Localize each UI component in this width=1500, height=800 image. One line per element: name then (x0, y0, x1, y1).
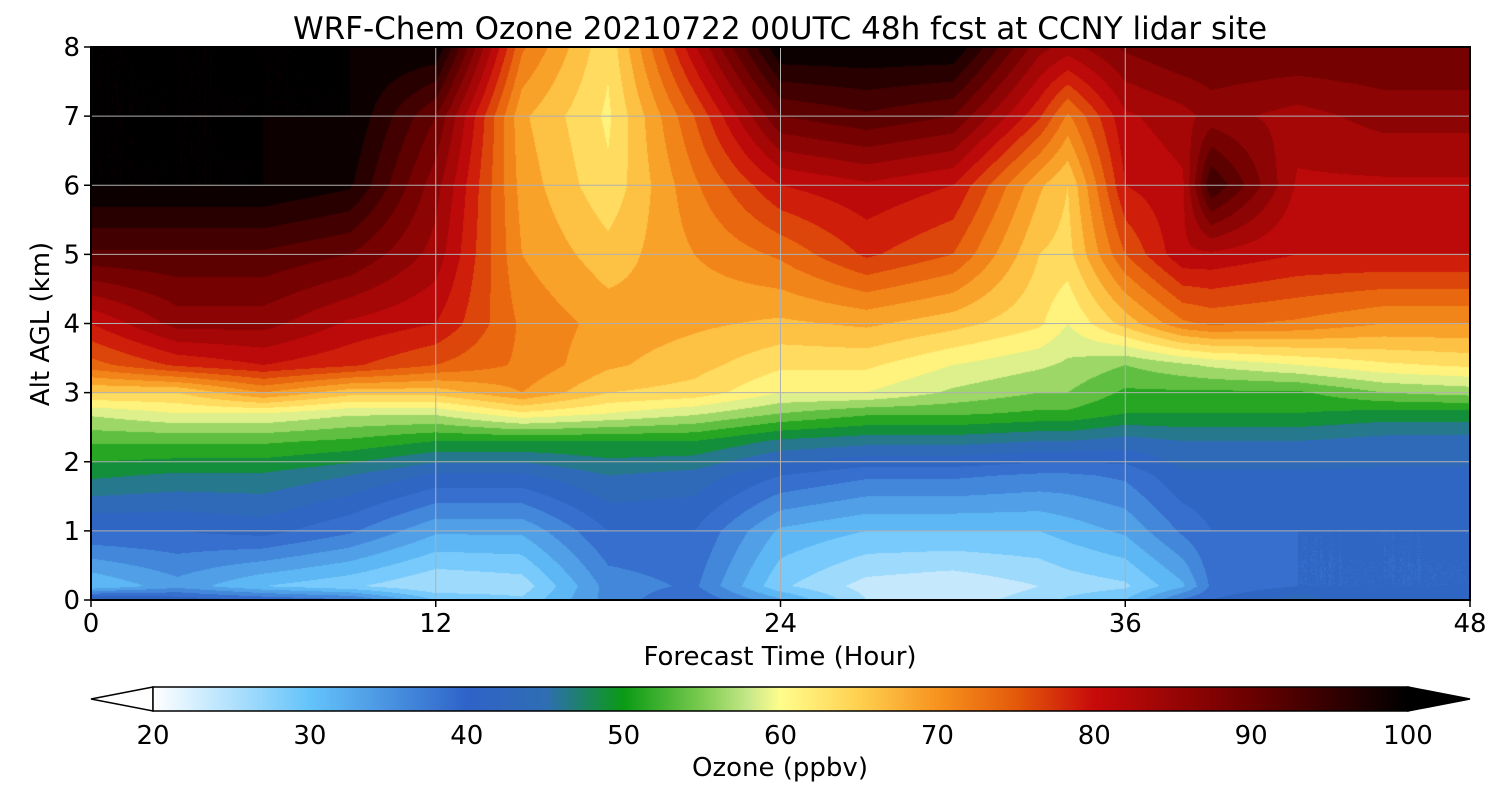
colorbar-tick-label: 30 (293, 721, 326, 751)
colorbar-tick-label: 70 (921, 721, 954, 751)
y-tick-label: 3 (63, 379, 80, 409)
y-tick-label: 0 (63, 586, 80, 616)
colorbar-tick-label: 50 (607, 721, 640, 751)
x-tick-label: 0 (83, 609, 100, 639)
y-tick-label: 4 (63, 310, 80, 340)
y-tick-label: 1 (63, 517, 80, 547)
y-tick-label: 6 (63, 171, 80, 201)
colorbar-over-extension (1407, 686, 1471, 712)
colorbar-tick-label: 90 (1235, 721, 1268, 751)
chart-title: WRF-Chem Ozone 20210722 00UTC 48h fcst a… (293, 11, 1267, 47)
colorbar-tick-label: 80 (1078, 721, 1111, 751)
x-tick-label: 36 (1109, 609, 1142, 639)
y-axis-label: Alt AGL (km) (26, 242, 56, 406)
colorbar-tick-label: 60 (764, 721, 797, 751)
colorbar-tick-label: 40 (450, 721, 483, 751)
colorbar-tick-label: 20 (136, 721, 169, 751)
colorbar-tick-label: 100 (1383, 721, 1433, 751)
y-tick-label: 2 (63, 448, 80, 478)
colorbar-gradient (153, 687, 1408, 711)
x-tick-label: 48 (1453, 609, 1486, 639)
y-tick-label: 7 (63, 102, 80, 132)
x-axis-label: Forecast Time (Hour) (643, 642, 916, 672)
y-tick-label: 5 (63, 240, 80, 270)
y-tick-label: 8 (63, 33, 80, 63)
y-axis: 0 1 2 3 4 5 6 7 8 (63, 33, 91, 616)
colorbar-under-extension (90, 686, 154, 712)
colorbar-label: Ozone (ppbv) (692, 753, 868, 783)
grid-lines (91, 47, 1470, 600)
colorbar-frame (152, 686, 1409, 712)
x-tick-label: 12 (419, 609, 452, 639)
colorbar: 20 30 40 50 60 70 80 90 100 Ozone (ppbv) (90, 686, 1471, 783)
x-tick-label: 24 (764, 609, 797, 639)
x-axis: 0 12 24 36 48 (83, 600, 1487, 639)
